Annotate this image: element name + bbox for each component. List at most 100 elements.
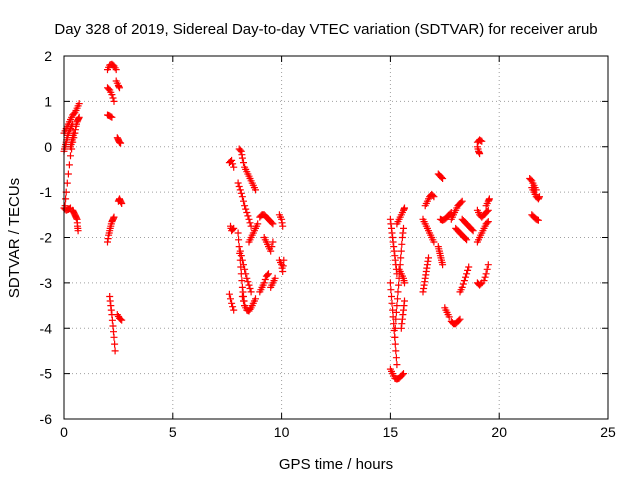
data-point [430, 238, 438, 246]
data-point [240, 197, 247, 205]
y-tick-label: 1 [44, 93, 52, 109]
data-point [390, 320, 398, 328]
data-point [237, 252, 245, 260]
data-point [392, 347, 400, 355]
data-point [238, 293, 246, 300]
data-point [117, 315, 125, 323]
data-point [238, 277, 246, 285]
data-point [236, 186, 244, 194]
data-point [271, 274, 279, 282]
data-point [483, 207, 491, 215]
data-point [429, 192, 437, 199]
data-point [401, 204, 408, 212]
data-point [241, 265, 249, 273]
data-point [484, 206, 492, 214]
data-point [230, 224, 238, 232]
data-point [269, 220, 277, 228]
data-point [261, 276, 269, 283]
data-point [465, 263, 473, 271]
data-point [457, 198, 465, 206]
data-point [234, 179, 242, 187]
x-tick-label: 20 [491, 424, 507, 440]
data-point [111, 340, 119, 348]
data-point [483, 265, 491, 273]
data-point [439, 261, 447, 269]
data-point [240, 261, 247, 269]
data-point [67, 152, 74, 160]
data-point [460, 277, 468, 285]
data-point [268, 243, 276, 251]
data-point [63, 179, 71, 187]
data-point [235, 243, 243, 251]
data-point [468, 226, 476, 234]
data-point [483, 219, 491, 227]
data-point [485, 195, 493, 203]
data-point [252, 186, 259, 194]
data-point [401, 279, 408, 287]
grid [64, 56, 608, 419]
data-point [268, 219, 276, 227]
data-point [391, 324, 399, 332]
data-point [237, 189, 245, 197]
data-point [463, 236, 471, 244]
data-point [247, 288, 255, 296]
data-point [108, 113, 116, 121]
data-point [117, 139, 125, 147]
data-point [240, 297, 247, 305]
data-point [75, 113, 83, 121]
data-point [430, 193, 438, 201]
data-point [246, 285, 254, 292]
data-point [393, 361, 401, 369]
x-tick-labels: 0 5 10 15 20 25 [60, 424, 616, 440]
data-point [244, 212, 252, 220]
data-point [236, 247, 244, 255]
data-point [397, 247, 405, 255]
data-point [392, 354, 400, 362]
y-tick-label: -1 [40, 184, 53, 200]
data-point [438, 173, 445, 181]
data-point [392, 308, 400, 316]
data-point [64, 170, 72, 178]
x-axis-label: GPS time / hours [279, 456, 393, 473]
data-point [260, 279, 268, 287]
data-point [482, 270, 490, 278]
data-point [236, 146, 244, 154]
data-point [397, 254, 405, 262]
data-point [242, 205, 250, 213]
data-point [484, 261, 492, 269]
data-point [400, 370, 407, 378]
data-point [244, 278, 252, 286]
data-point [227, 295, 234, 303]
data-point [477, 280, 485, 288]
data-point [228, 299, 236, 307]
data-point [240, 159, 247, 167]
data-point [116, 84, 123, 92]
data-point [229, 160, 237, 168]
data-point [110, 97, 118, 105]
data-point [234, 229, 242, 237]
y-tick-label: -2 [40, 230, 53, 246]
data-point [469, 227, 477, 235]
data-point [110, 333, 118, 341]
data-point [388, 299, 396, 307]
data-point [395, 281, 403, 289]
data-point [445, 313, 453, 321]
data-point [387, 286, 395, 294]
data-point [391, 340, 399, 348]
data-point [393, 302, 401, 310]
data-point [398, 240, 406, 248]
data-point [265, 270, 272, 278]
data-point [230, 306, 238, 314]
data-point [463, 270, 471, 278]
data-point [246, 305, 254, 313]
data-point [245, 215, 253, 223]
y-tick-label: -6 [40, 411, 53, 427]
data-point [464, 266, 472, 274]
data-point [400, 224, 407, 232]
data-point [109, 94, 117, 102]
data-point [235, 183, 243, 190]
data-point [229, 303, 237, 311]
data-point [267, 247, 275, 255]
